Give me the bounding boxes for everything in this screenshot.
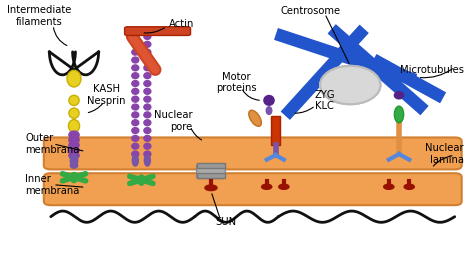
Bar: [197, 173, 225, 178]
Ellipse shape: [383, 184, 394, 189]
Text: Motor
proteins: Motor proteins: [216, 72, 257, 93]
Ellipse shape: [132, 41, 139, 47]
Ellipse shape: [132, 120, 139, 126]
Ellipse shape: [132, 104, 139, 110]
Text: SUN: SUN: [216, 217, 237, 227]
Ellipse shape: [67, 70, 81, 87]
Ellipse shape: [144, 151, 151, 157]
Ellipse shape: [144, 143, 151, 149]
Ellipse shape: [132, 155, 138, 166]
Ellipse shape: [144, 104, 151, 110]
Ellipse shape: [262, 184, 272, 189]
Ellipse shape: [279, 184, 289, 189]
FancyBboxPatch shape: [125, 27, 191, 35]
Ellipse shape: [144, 65, 151, 71]
Ellipse shape: [266, 107, 272, 114]
Ellipse shape: [144, 34, 151, 39]
FancyBboxPatch shape: [197, 164, 225, 179]
Ellipse shape: [69, 152, 79, 159]
Ellipse shape: [69, 136, 79, 144]
Ellipse shape: [264, 96, 274, 105]
Ellipse shape: [69, 131, 79, 139]
Ellipse shape: [144, 73, 151, 79]
Ellipse shape: [132, 88, 139, 94]
Ellipse shape: [144, 96, 151, 102]
Ellipse shape: [132, 65, 139, 71]
Ellipse shape: [132, 34, 139, 39]
FancyBboxPatch shape: [44, 173, 462, 205]
Ellipse shape: [132, 96, 139, 102]
Ellipse shape: [132, 135, 139, 141]
Ellipse shape: [132, 57, 139, 63]
Ellipse shape: [404, 184, 414, 189]
Ellipse shape: [249, 110, 261, 126]
Ellipse shape: [144, 135, 151, 141]
Text: Inner
membrana: Inner membrana: [25, 174, 80, 196]
Ellipse shape: [144, 120, 151, 126]
Ellipse shape: [320, 66, 381, 104]
Ellipse shape: [144, 128, 151, 133]
Text: Nuclear
pore: Nuclear pore: [154, 110, 192, 132]
Ellipse shape: [144, 81, 151, 86]
Ellipse shape: [69, 108, 79, 118]
Ellipse shape: [70, 154, 78, 167]
Ellipse shape: [132, 143, 139, 149]
Ellipse shape: [132, 112, 139, 118]
Text: Actin: Actin: [169, 19, 194, 29]
Ellipse shape: [132, 81, 139, 86]
Text: KASH
Nesprin: KASH Nesprin: [87, 85, 126, 106]
Bar: [271, 116, 280, 145]
Ellipse shape: [205, 185, 217, 191]
Ellipse shape: [144, 41, 151, 47]
Bar: [197, 163, 225, 168]
Ellipse shape: [132, 151, 139, 157]
Ellipse shape: [144, 112, 151, 118]
Ellipse shape: [320, 66, 381, 104]
Ellipse shape: [69, 141, 79, 149]
Ellipse shape: [71, 172, 77, 183]
Ellipse shape: [132, 128, 139, 133]
Text: Microtubules: Microtubules: [400, 65, 464, 75]
Ellipse shape: [144, 49, 151, 55]
Text: Outer
membrana: Outer membrana: [25, 133, 80, 155]
Ellipse shape: [144, 88, 151, 94]
Ellipse shape: [69, 95, 79, 105]
Text: ZYG
KLC: ZYG KLC: [314, 90, 335, 111]
Ellipse shape: [70, 163, 78, 168]
Ellipse shape: [69, 146, 79, 154]
Text: Centrosome: Centrosome: [281, 6, 341, 16]
Text: Intermediate
filaments: Intermediate filaments: [7, 5, 72, 27]
Ellipse shape: [145, 155, 150, 166]
Ellipse shape: [394, 106, 404, 123]
Ellipse shape: [68, 120, 80, 132]
Ellipse shape: [132, 73, 139, 79]
Ellipse shape: [144, 57, 151, 63]
FancyBboxPatch shape: [44, 137, 462, 169]
Ellipse shape: [394, 92, 404, 99]
Ellipse shape: [138, 175, 145, 185]
Ellipse shape: [132, 49, 139, 55]
Text: Nuclear
lamina: Nuclear lamina: [425, 143, 464, 165]
